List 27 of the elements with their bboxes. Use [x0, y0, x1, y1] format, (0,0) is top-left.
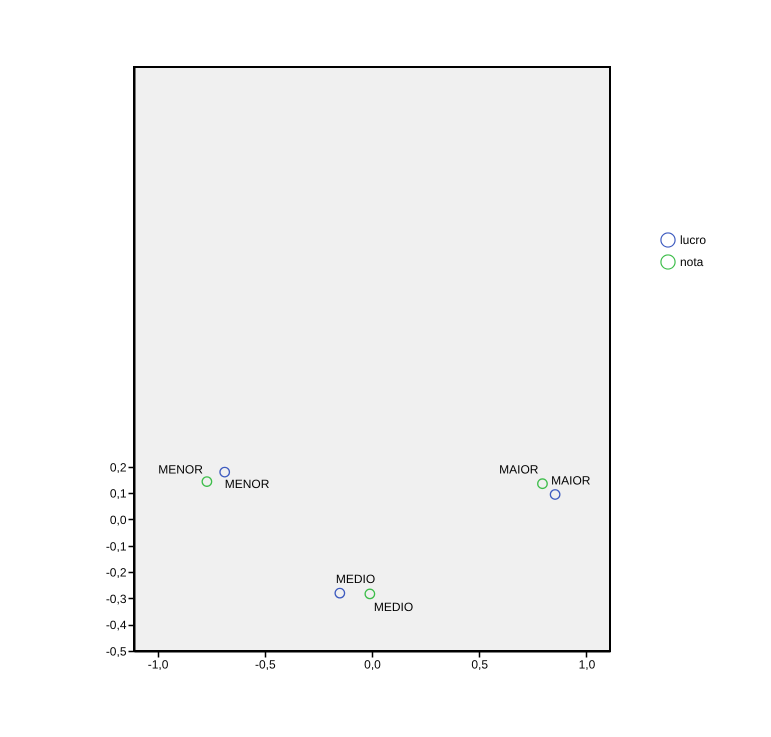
x-tick-label: 0,5 [471, 658, 488, 672]
point [334, 588, 346, 599]
annotation: MEDIO [336, 572, 376, 586]
y-tick-label: 0,1 [110, 486, 127, 501]
annotation: MENOR [158, 462, 204, 477]
y-tick-label: 0,2 [110, 460, 127, 474]
x-tick-label: 0,0 [364, 658, 382, 672]
x-tick-label: 1,0 [578, 658, 596, 672]
legend-label: lucro [680, 233, 706, 247]
point [537, 478, 548, 490]
annotation: MEDIO [374, 600, 414, 614]
annotation: MENOR [224, 477, 270, 492]
annotation: MAIOR [499, 462, 539, 477]
y-tick-label: 0,0 [110, 512, 127, 527]
y-tick-label: -0,4 [106, 618, 127, 632]
point [202, 476, 212, 487]
y-tick-label: -0,3 [106, 592, 127, 606]
point [219, 466, 230, 478]
point [550, 489, 561, 500]
x-tick-label: -0,5 [254, 658, 276, 672]
x-tick-label: -1,0 [148, 658, 169, 672]
y-tick-label: -0,1 [106, 539, 127, 554]
annotation: MAIOR [551, 473, 591, 488]
y-tick-label: -0,2 [106, 566, 127, 580]
legend-label: nota [680, 255, 704, 269]
point [364, 588, 376, 600]
y-tick-label: -0,5 [106, 644, 127, 658]
